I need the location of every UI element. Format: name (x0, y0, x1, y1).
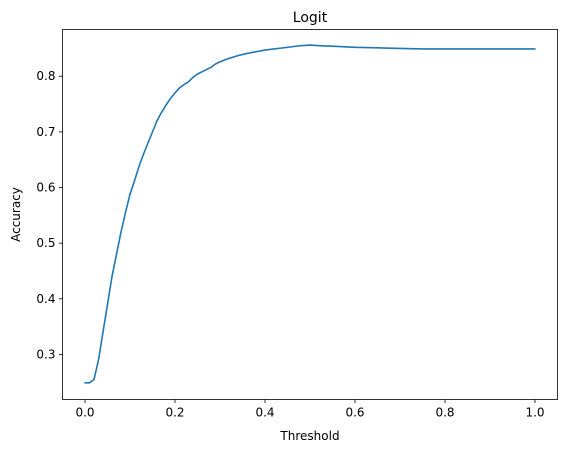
x-tick-label: 0.2 (165, 406, 184, 420)
y-axis-label: Accuracy (9, 187, 23, 242)
y-tick-label: 0.6 (36, 181, 55, 195)
plot-frame (62, 29, 558, 400)
chart-title: Logit (293, 10, 328, 26)
x-tick-label: 0.6 (345, 406, 364, 420)
y-tick-label: 0.3 (36, 347, 55, 361)
y-tick-label: 0.7 (36, 125, 55, 139)
x-axis-ticks: 0.0 0.2 0.4 0.6 0.8 1.0 (75, 399, 545, 420)
y-axis-ticks: 0.3 0.4 0.5 0.6 0.7 0.8 (36, 69, 63, 361)
x-tick-label: 0.8 (435, 406, 454, 420)
y-tick-label: 0.8 (36, 69, 55, 83)
x-tick-label: 1.0 (525, 406, 544, 420)
x-axis-label: Threshold (279, 429, 339, 443)
y-tick-label: 0.4 (36, 292, 55, 306)
y-tick-label: 0.5 (36, 236, 55, 250)
accuracy-line (84, 44, 536, 384)
x-tick-label: 0.4 (255, 406, 274, 420)
x-tick-label: 0.0 (75, 406, 94, 420)
